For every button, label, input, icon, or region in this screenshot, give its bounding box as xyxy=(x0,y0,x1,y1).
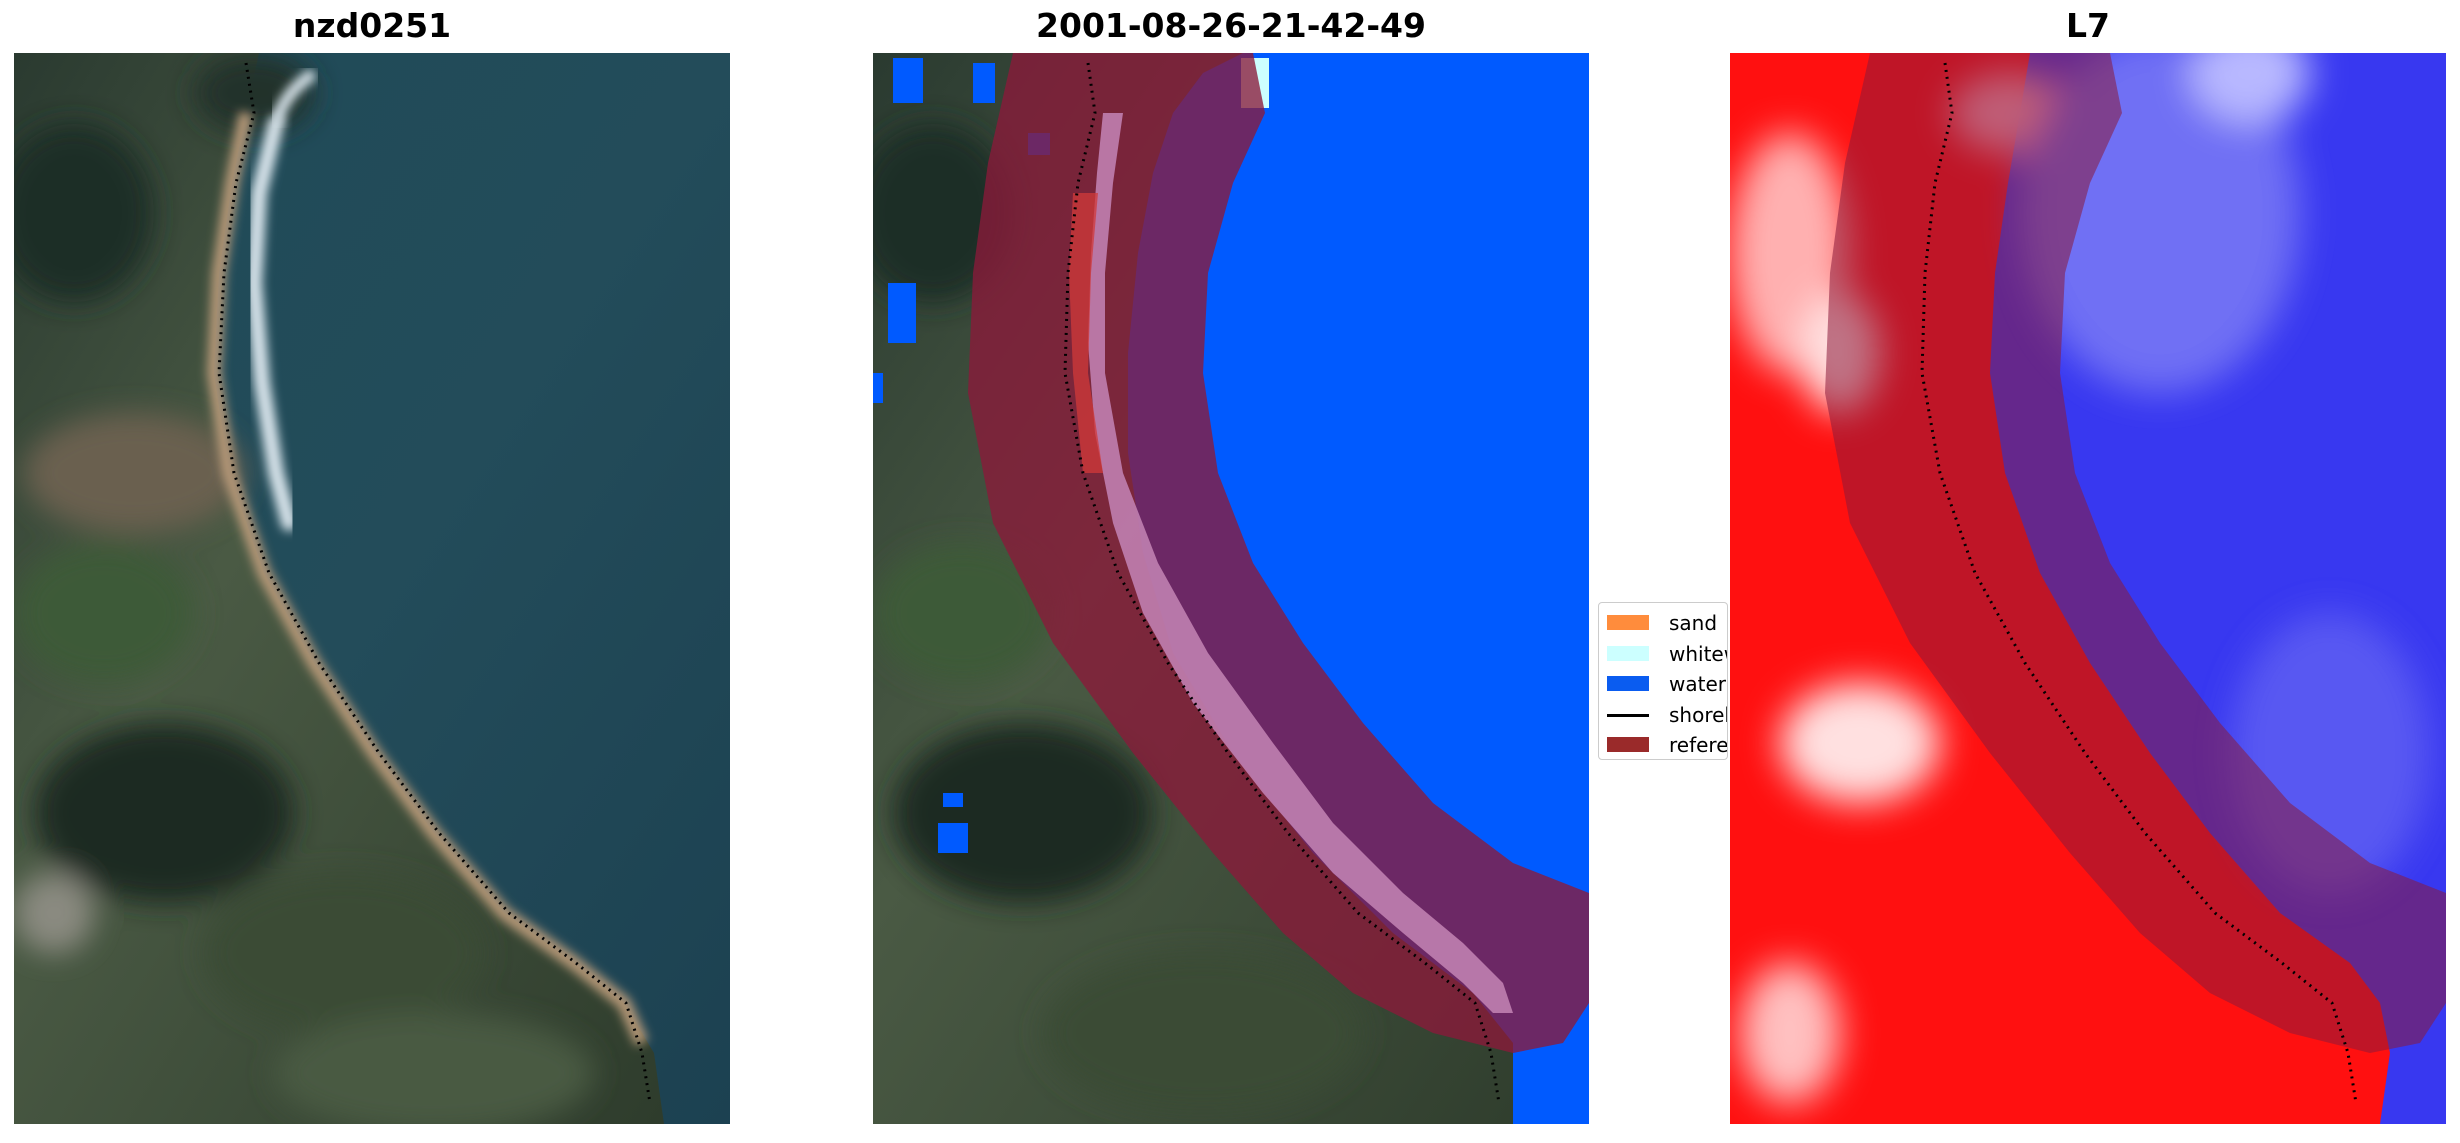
legend-line-shoreline xyxy=(1607,713,1649,717)
index-image-panel xyxy=(1730,53,2446,1124)
shoreline-index xyxy=(1920,62,2358,1104)
legend-label-shoreline: shoreline xyxy=(1669,702,1727,727)
legend-swatch-water xyxy=(1607,676,1649,691)
rgb-image-panel xyxy=(14,53,730,1124)
classified-image xyxy=(873,53,1589,1124)
legend-item-shoreline: shoreline xyxy=(1607,701,1727,732)
legend-item-water: water xyxy=(1607,670,1727,701)
shoreline-rgb xyxy=(217,62,652,1104)
classified-image-panel xyxy=(873,53,1589,1124)
reference-buffer xyxy=(968,53,1589,1053)
panel-title-index: L7 xyxy=(2066,6,2110,45)
rgb-image xyxy=(14,53,730,1124)
legend-item-reference-buffer: reference shoreline buffer xyxy=(1607,731,1728,759)
legend-label-sand: sand xyxy=(1669,611,1718,635)
panel-title-classified: 2001-08-26-21-42-49 xyxy=(1036,6,1426,45)
legend-label-reference-buffer: reference shoreline buffer xyxy=(1669,733,1728,757)
legend-swatch-sand xyxy=(1607,615,1649,630)
shoreline-classified xyxy=(1063,62,1501,1104)
legend-swatch-whitewater xyxy=(1607,645,1649,661)
legend-label-water: water xyxy=(1669,672,1726,696)
legend-swatch-reference-buffer xyxy=(1607,737,1649,752)
panel-title-rgb: nzd0251 xyxy=(292,6,452,45)
legend-item-sand: sand xyxy=(1607,609,1727,640)
index-image xyxy=(1730,53,2446,1124)
reference-buffer-index xyxy=(1825,53,2446,1053)
